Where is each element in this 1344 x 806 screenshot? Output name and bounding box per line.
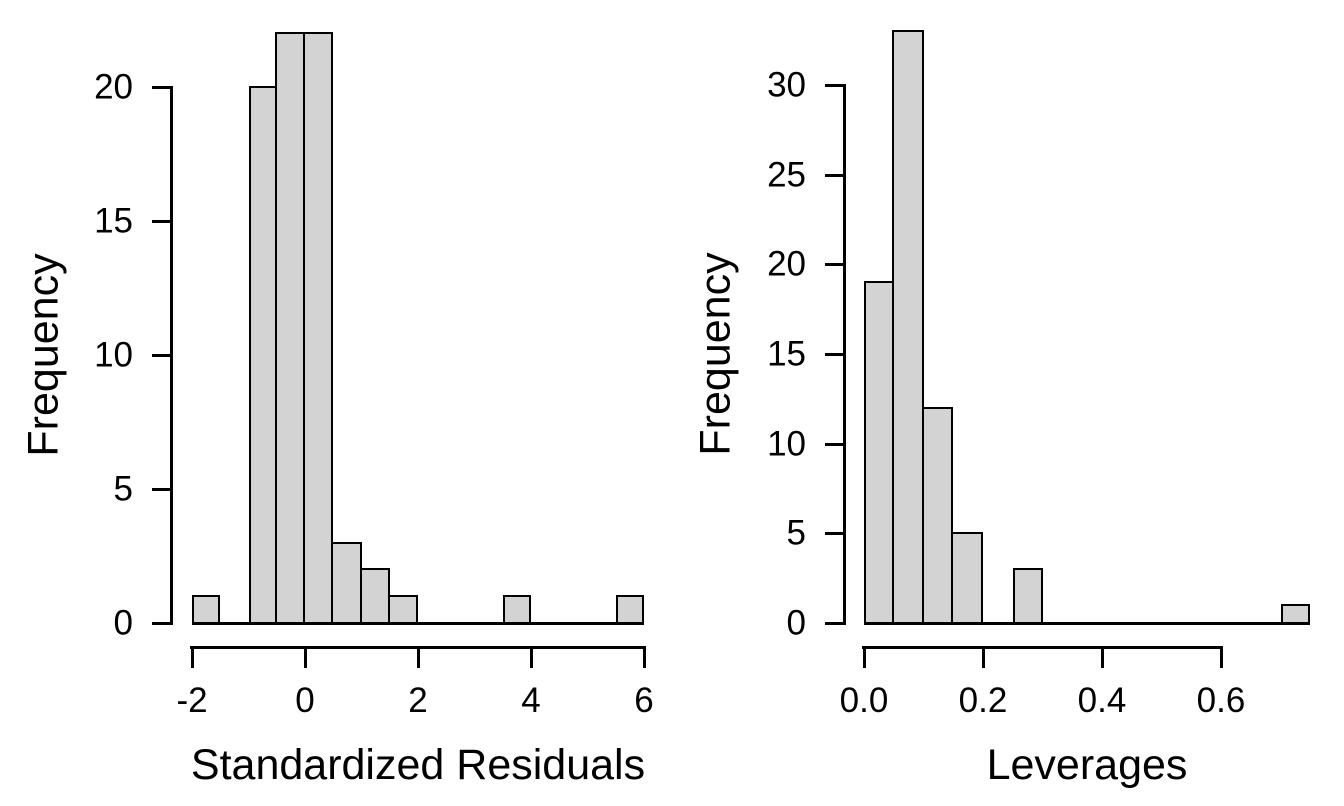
x-tick-label: 0.0 <box>839 681 889 720</box>
y-tick <box>152 622 172 625</box>
histogram-bar <box>616 595 644 624</box>
x-tick <box>417 646 420 668</box>
histogram-bar <box>1013 568 1043 624</box>
y-tick-label: 10 <box>767 424 806 464</box>
histogram-bar <box>503 595 531 624</box>
x-tick-label: 4 <box>521 681 541 720</box>
x-tick-label: 0.4 <box>1077 681 1127 720</box>
y-tick <box>152 86 172 89</box>
y-tick <box>825 174 845 177</box>
x-tick-label: 0.6 <box>1196 681 1246 720</box>
y-tick <box>152 488 172 491</box>
x-tick-label: -2 <box>176 681 208 720</box>
y-tick-label: 20 <box>94 67 133 107</box>
y-tick <box>152 220 172 223</box>
histogram-bar <box>1281 604 1310 624</box>
histogram-bar <box>275 32 305 624</box>
histogram-bar <box>951 532 983 624</box>
y-tick-label: 0 <box>113 603 133 643</box>
right-x-axis-title: Leverages <box>986 741 1188 789</box>
histogram-bar <box>388 595 418 624</box>
x-tick-label: 0 <box>295 681 315 720</box>
y-tick <box>152 354 172 357</box>
histogram-bar <box>331 542 362 624</box>
y-tick <box>825 84 845 87</box>
y-tick-label: 30 <box>767 65 806 105</box>
y-tick <box>825 263 845 266</box>
zero-line <box>864 622 1310 625</box>
x-tick <box>643 646 646 668</box>
zero-line <box>192 622 644 625</box>
y-tick-label: 15 <box>767 334 806 374</box>
histogram-bar <box>192 595 220 624</box>
y-tick-label: 20 <box>767 244 806 284</box>
x-tick-label: 0.2 <box>958 681 1008 720</box>
x-tick <box>982 646 985 668</box>
histogram-bar <box>892 30 924 624</box>
histogram-bar <box>922 407 953 624</box>
histogram-bar <box>864 281 894 624</box>
left-x-axis-title: Standardized Residuals <box>190 741 646 789</box>
x-tick <box>530 646 533 668</box>
x-tick <box>191 646 194 668</box>
x-tick <box>1220 646 1223 668</box>
histogram-bar <box>303 32 333 624</box>
y-tick-label: 25 <box>767 155 806 195</box>
y-tick <box>825 622 845 625</box>
y-tick-label: 5 <box>786 513 806 553</box>
x-tick-label: 6 <box>634 681 654 720</box>
x-tick <box>304 646 307 668</box>
x-axis-line <box>862 646 1223 649</box>
y-tick <box>825 443 845 446</box>
x-tick <box>863 646 866 668</box>
y-tick <box>825 353 845 356</box>
x-tick <box>1101 646 1104 668</box>
y-tick <box>825 532 845 535</box>
x-tick-label: 2 <box>408 681 428 720</box>
y-tick-label: 0 <box>786 603 806 643</box>
y-tick-label: 5 <box>113 469 133 509</box>
y-tick-label: 10 <box>94 335 133 375</box>
y-tick-label: 15 <box>94 201 133 241</box>
